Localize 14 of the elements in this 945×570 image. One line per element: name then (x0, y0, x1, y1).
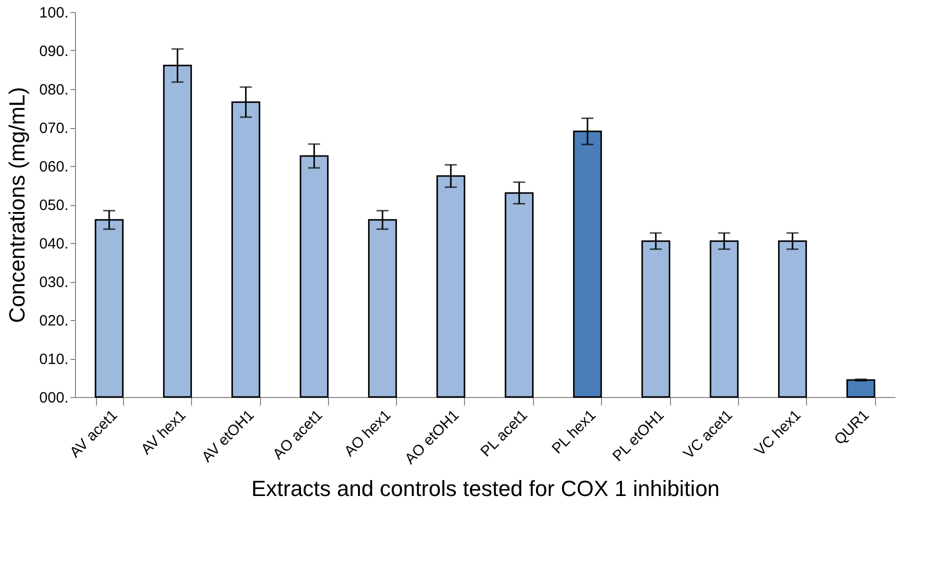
y-tick-label: 000. (39, 390, 68, 406)
y-tick-label: 070. (39, 120, 68, 137)
y-tick-label: 080. (39, 82, 68, 98)
y-tick-label: 090. (39, 43, 68, 60)
y-axis-title: Concentrations (mg/mL) (4, 87, 30, 323)
y-tick-label: 030. (39, 274, 68, 291)
y-tick-label: 060. (39, 158, 68, 176)
y-tick-label: 050. (39, 197, 68, 214)
x-axis-title: Extracts and controls tested for COX 1 inhibition (251, 476, 720, 502)
y-tick-label: 020. (39, 312, 68, 330)
y-tick-label: 040. (39, 236, 68, 252)
y-tick-label: 010. (39, 351, 68, 368)
bar (846, 379, 876, 398)
y-tick-label: 100. (39, 4, 68, 22)
